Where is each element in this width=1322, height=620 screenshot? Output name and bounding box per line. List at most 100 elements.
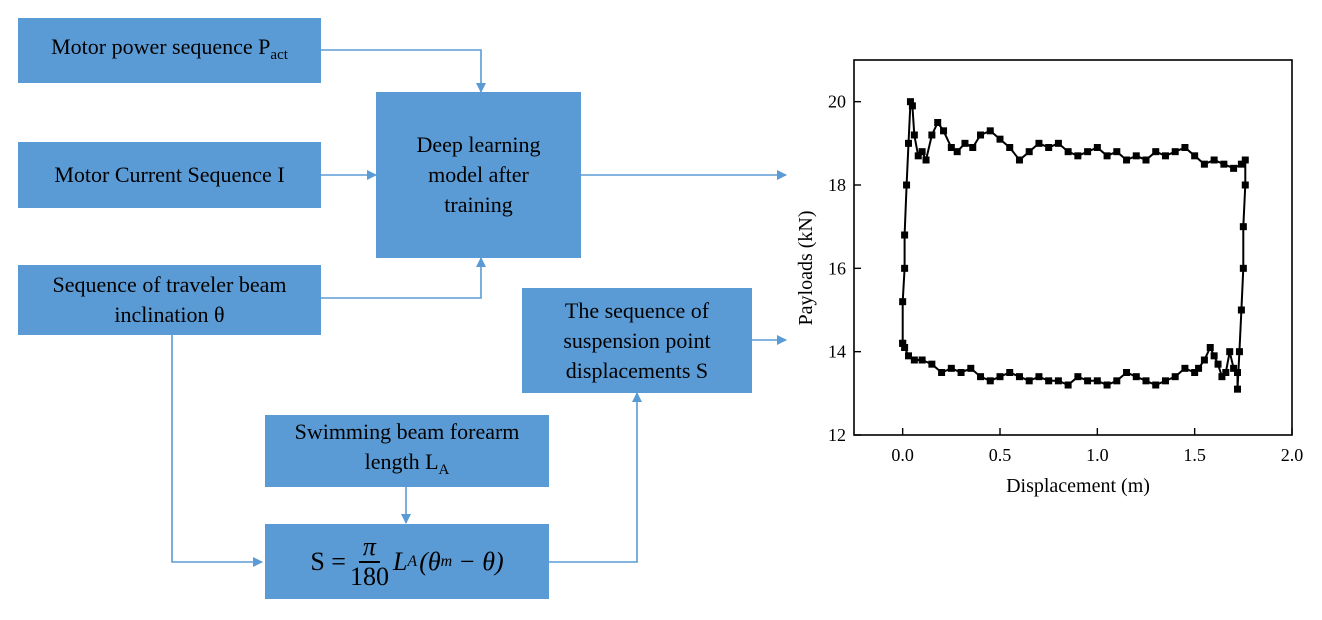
data-point <box>1054 377 1062 385</box>
traveler-inclination-box: Sequence of traveler beam inclination θ <box>18 265 321 335</box>
motor-current-box: Motor Current Sequence I <box>18 142 321 208</box>
x-tick-label: 1.0 <box>1086 445 1109 465</box>
data-point <box>1045 144 1053 151</box>
data-point <box>1015 156 1023 164</box>
chart-ticks: 0.0 0.5 1.0 1.5 2.0 12 14 16 18 20 <box>828 92 1303 465</box>
data-point <box>1161 377 1169 385</box>
y-tick-label: 16 <box>828 258 846 278</box>
model-line-2: model after <box>428 162 529 187</box>
data-point <box>1235 348 1243 356</box>
data-point <box>1064 381 1072 389</box>
data-point <box>1239 264 1247 272</box>
equation-paren-open: (θ <box>419 546 441 576</box>
data-point <box>1113 148 1121 156</box>
suspension-line-2: suspension point <box>563 327 711 353</box>
data-point <box>1152 381 1160 389</box>
data-point <box>1064 148 1072 156</box>
data-point <box>899 298 907 306</box>
data-point <box>1161 152 1169 160</box>
data-point <box>910 356 918 364</box>
x-axis-label: Displacement (m) <box>1006 475 1150 497</box>
data-point <box>1200 160 1208 168</box>
data-point <box>1006 144 1014 151</box>
data-point <box>1214 360 1222 368</box>
data-point <box>1025 148 1033 156</box>
data-point <box>1206 344 1214 351</box>
data-point <box>1191 152 1199 160</box>
suspension-displacement-box: The sequence of suspension point displac… <box>522 288 752 393</box>
data-point <box>1210 156 1218 164</box>
x-tick-label: 0.0 <box>891 445 914 465</box>
data-point <box>1123 156 1131 164</box>
data-point <box>899 339 907 347</box>
data-point <box>1132 152 1140 160</box>
data-point <box>905 139 913 147</box>
data-point <box>1230 164 1238 172</box>
deep-learning-model-box: Deep learning model after training <box>376 92 581 258</box>
forearm-line-2: length L <box>364 449 439 474</box>
data-point <box>906 98 914 106</box>
data-point <box>901 264 909 272</box>
model-line-3: training <box>444 192 513 217</box>
data-point <box>1074 152 1082 160</box>
arrow-equation-to-suspension <box>549 392 642 563</box>
data-point <box>1015 373 1023 381</box>
y-tick-label: 20 <box>828 92 846 112</box>
data-point <box>922 156 930 164</box>
equation-rest: − θ) <box>458 546 504 576</box>
equation-denominator: 180 <box>349 561 389 591</box>
data-point <box>969 144 977 151</box>
data-point <box>1237 160 1245 168</box>
data-point <box>1230 364 1238 372</box>
data-point <box>1226 348 1234 356</box>
y-axis-label: Payloads (kN) <box>795 211 817 326</box>
data-point <box>1241 156 1249 164</box>
data-point <box>977 373 985 381</box>
data-point <box>1035 373 1043 381</box>
data-point <box>1074 373 1082 381</box>
data-point <box>1237 306 1245 314</box>
arrow-inclination-to-model <box>321 257 486 299</box>
equation-theta-subscript: m <box>440 552 453 570</box>
x-tick-label: 0.5 <box>989 445 1012 465</box>
model-line-1: Deep learning <box>416 132 541 157</box>
data-point <box>1123 369 1131 376</box>
data-point <box>1200 356 1208 364</box>
data-point <box>1045 377 1053 385</box>
data-point <box>928 360 936 368</box>
data-point <box>938 369 946 376</box>
data-point <box>961 139 969 147</box>
equation-fraction: π 180 <box>349 532 389 591</box>
data-point <box>1084 148 1092 156</box>
data-point <box>1171 373 1179 381</box>
arrow-inclination-to-equation <box>171 335 263 567</box>
suspension-line-1: The sequence of <box>564 297 710 323</box>
data-point <box>1103 152 1111 160</box>
motor-power-box: Motor power sequence Pact <box>18 18 321 83</box>
motor-current-label: Motor Current Sequence I <box>54 162 285 187</box>
series-markers <box>899 98 1249 393</box>
suspension-line-3: displacements S <box>565 357 709 383</box>
data-point <box>947 144 955 151</box>
traveler-line-2: inclination θ <box>114 302 225 327</box>
data-point <box>1191 369 1199 376</box>
data-point <box>908 102 916 110</box>
data-point <box>1132 373 1140 381</box>
y-tick-label: 12 <box>828 425 846 445</box>
data-point <box>1035 139 1043 147</box>
data-point <box>905 352 913 360</box>
data-point <box>1084 377 1092 385</box>
data-point <box>967 364 975 372</box>
data-point <box>901 231 909 239</box>
data-point <box>1233 385 1241 393</box>
data-point <box>1233 369 1241 376</box>
data-point <box>1218 373 1226 381</box>
data-point <box>1025 377 1033 385</box>
arrow-power-to-model <box>321 49 486 93</box>
forearm-line-1: Swimming beam forearm <box>294 419 520 444</box>
data-point <box>1171 148 1179 156</box>
data-point <box>1093 144 1101 151</box>
data-point <box>986 127 994 135</box>
